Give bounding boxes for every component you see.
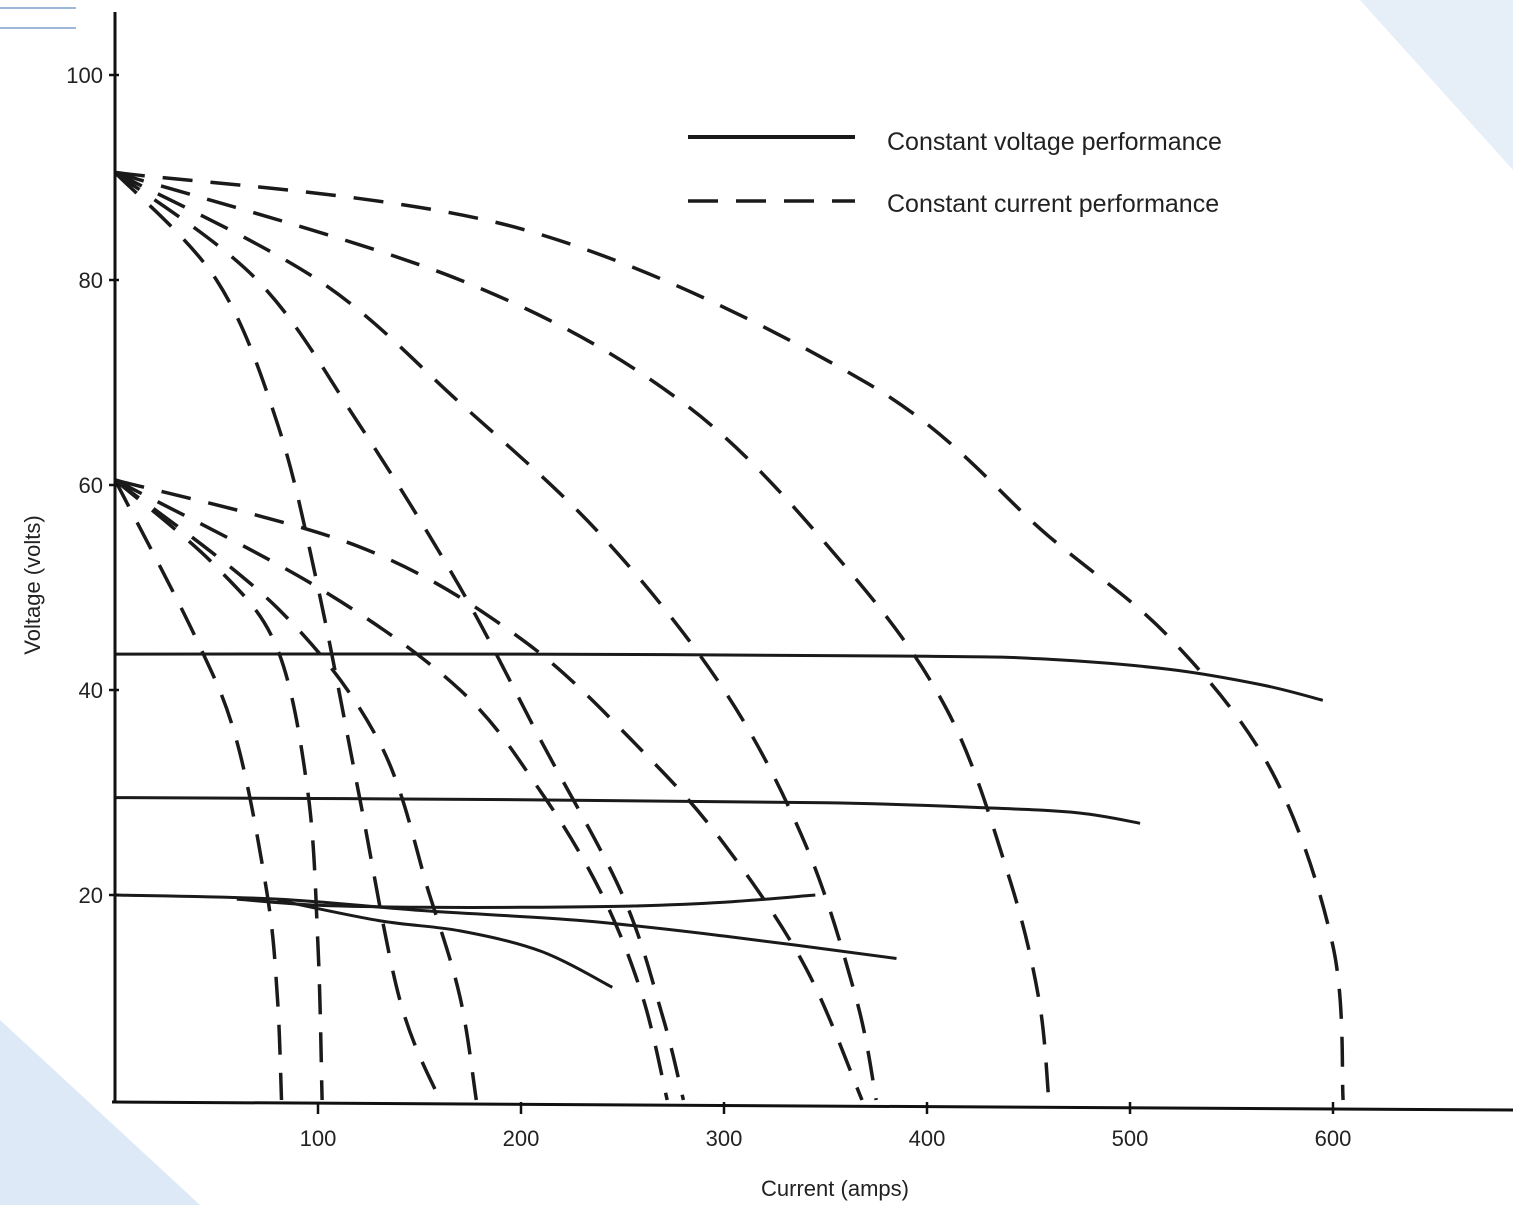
x-axis	[111, 1100, 1513, 1112]
constant-current-curve-10	[113, 479, 284, 1101]
x-axis-title: Current (amps)	[761, 1176, 909, 1201]
x-tick-label-600: 600	[1315, 1126, 1352, 1151]
decor-corner-top-right	[1360, 0, 1513, 170]
legend-label-constant-voltage: Constant voltage performance	[887, 128, 1222, 156]
decor-corner-bottom-left	[0, 1020, 200, 1205]
legend: Constant voltage performance Constant cu…	[688, 128, 1222, 218]
x-tick-label-300: 300	[706, 1126, 743, 1151]
legend-label-constant-current: Constant current performance	[887, 190, 1219, 218]
y-tick-label-40: 40	[79, 678, 103, 703]
constant-voltage-curve-1	[114, 796, 1141, 825]
constant-voltage-curve-3	[236, 893, 816, 909]
x-tick-label-500: 500	[1112, 1126, 1149, 1151]
curves-layer	[113, 170, 1345, 1101]
constant-current-curve-8	[114, 170, 1051, 1101]
constant-current-curve-6	[113, 171, 686, 1101]
constant-voltage-curve-4	[277, 898, 613, 989]
constant-current-curve-13	[114, 478, 669, 1101]
constant-current-curve-14	[114, 478, 864, 1101]
ticks-layer: 20 40 60 80 100 100 200 300 400 500 600	[66, 63, 1351, 1151]
constant-current-curve-5	[113, 171, 442, 1101]
constant-current-curve-7	[114, 170, 878, 1101]
constant-voltage-curve-2	[114, 893, 897, 960]
constant-voltage-curve-0	[114, 652, 1324, 702]
x-tick-label-400: 400	[909, 1126, 946, 1151]
x-tick-label-200: 200	[503, 1126, 540, 1151]
y-tick-label-60: 60	[79, 473, 103, 498]
constant-current-curve-9	[114, 170, 1345, 1101]
constant-current-curve-12	[113, 478, 479, 1101]
x-tick-label-100: 100	[300, 1126, 337, 1151]
y-tick-label-80: 80	[79, 268, 103, 293]
y-tick-label-20: 20	[79, 883, 103, 908]
y-tick-label-100: 100	[66, 63, 103, 88]
y-axis-title: Voltage (volts)	[20, 515, 45, 654]
constant-current-curve-11	[113, 478, 324, 1101]
